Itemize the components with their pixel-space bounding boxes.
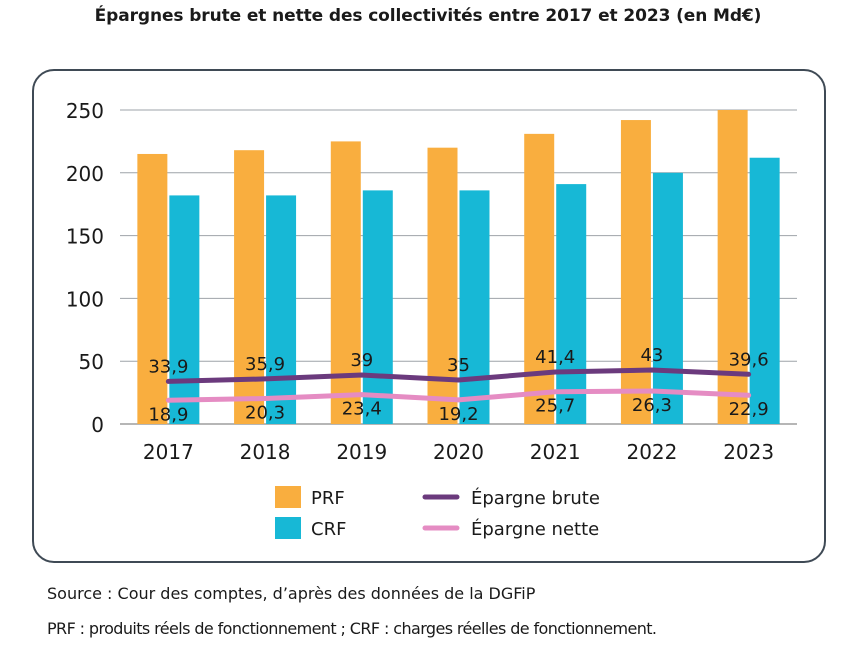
x-tick-2021: 2021 (530, 440, 581, 464)
legend-label-prf: PRF (311, 488, 345, 509)
data-label-brute-2019: 39 (350, 350, 373, 371)
y-tick-250: 250 (66, 99, 104, 123)
legend-label-epargne-nette: Épargne nette (471, 518, 599, 540)
x-tick-2020: 2020 (433, 440, 484, 464)
data-label-brute-2017: 33,9 (148, 356, 188, 377)
legend-label-crf: CRF (311, 519, 346, 540)
bar-prf-2020 (427, 147, 458, 424)
chart-title: Épargnes brute et nette des collectivité… (94, 6, 762, 26)
data-label-nette-2018: 20,3 (245, 403, 285, 424)
bar-crf-2023 (749, 157, 780, 424)
data-label-brute-2021: 41,4 (535, 347, 575, 368)
data-label-brute-2018: 35,9 (245, 354, 285, 375)
bar-crf-2022 (652, 172, 683, 424)
abbreviation-note: PRF : produits réels de fonctionnement ;… (47, 619, 657, 638)
data-label-brute-2022: 43 (640, 345, 663, 366)
data-label-nette-2023: 22,9 (729, 399, 769, 420)
line-epargne-nette (165, 388, 752, 403)
bar-prf-2022 (620, 120, 651, 424)
x-tick-2019: 2019 (336, 440, 387, 464)
bar-prf-2021 (524, 133, 555, 424)
bar-crf-2021 (556, 184, 587, 424)
bar-prf-2023 (717, 110, 748, 424)
legend-label-epargne-brute: Épargne brute (471, 487, 600, 509)
bar-crf-2018 (266, 195, 297, 424)
y-tick-0: 0 (91, 413, 104, 437)
x-tick-2017: 2017 (143, 440, 194, 464)
bar-crf-2019 (362, 190, 393, 424)
bar-crf-2017 (169, 195, 200, 424)
y-tick-200: 200 (66, 162, 104, 186)
data-label-nette-2021: 25,7 (535, 396, 575, 417)
chart: 0 50 100 150 200 250 33,9 35,9 39 35 41,4 43 39,6 18,… (66, 99, 797, 540)
x-tick-2023: 2023 (723, 440, 774, 464)
data-label-nette-2017: 18,9 (148, 404, 188, 425)
data-label-nette-2019: 23,4 (342, 399, 382, 420)
bar-prf-2017 (137, 153, 168, 424)
data-label-brute-2020: 35 (447, 355, 470, 376)
bar-prf-2019 (330, 141, 361, 424)
chart-frame (32, 69, 826, 563)
y-tick-150: 150 (66, 225, 104, 249)
data-label-nette-2022: 26,3 (632, 395, 672, 416)
data-label-nette-2020: 19,2 (438, 404, 478, 425)
y-tick-50: 50 (79, 350, 104, 374)
legend-swatch-prf (275, 486, 301, 508)
x-tick-2018: 2018 (240, 440, 291, 464)
data-label-brute-2023: 39,6 (729, 349, 769, 370)
y-tick-100: 100 (66, 287, 104, 311)
legend-swatch-crf (275, 517, 301, 539)
bar-crf-2020 (459, 190, 490, 424)
bar-prf-2018 (234, 150, 265, 424)
x-tick-2022: 2022 (626, 440, 677, 464)
source-note: Source : Cour des comptes, d’après des d… (47, 584, 536, 603)
line-epargne-brute (165, 367, 752, 384)
